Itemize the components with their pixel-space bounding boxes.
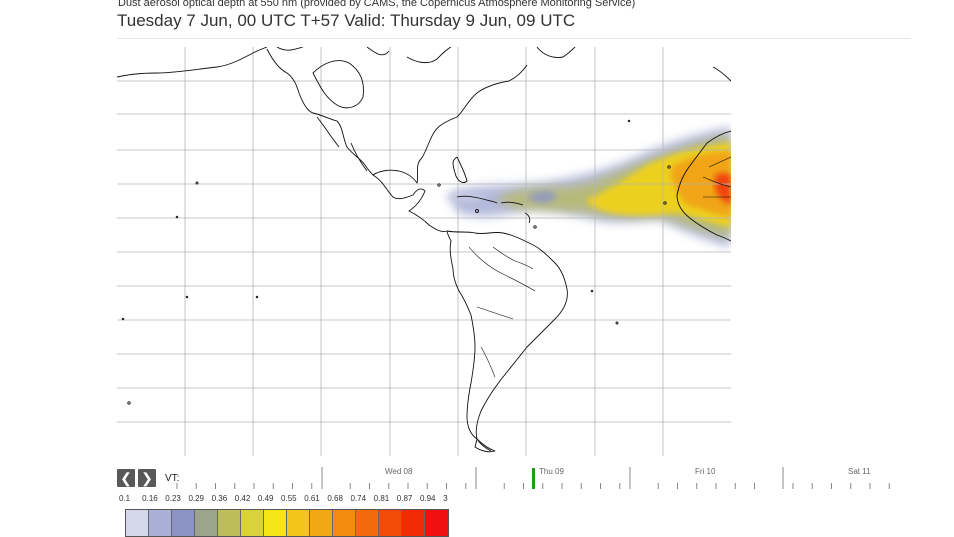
legend-swatch — [126, 510, 149, 536]
legend-value: 0.61 — [304, 494, 320, 503]
title-divider — [117, 38, 911, 39]
timeline-ticks — [176, 467, 890, 489]
time-slider[interactable]: ❮ ❯ VT: Wed 08 Thu 09 Fri 10 Sat 11 — [117, 466, 907, 492]
map-subtitle: Dust aerosol optical depth at 550 nm (pr… — [118, 0, 636, 9]
dust-map[interactable] — [117, 47, 731, 456]
legend-value: 0.23 — [165, 494, 181, 503]
legend-swatch — [264, 510, 287, 536]
coastlines — [117, 47, 731, 453]
legend-swatch — [310, 510, 333, 536]
legend-swatch — [241, 510, 264, 536]
legend-swatch — [195, 510, 218, 536]
legend-value: 0.87 — [396, 494, 413, 503]
dust-plume — [447, 127, 731, 247]
legend-value: 0.42 — [234, 494, 251, 503]
legend-value: 3 — [443, 494, 448, 503]
previous-time-button[interactable]: ❮ — [117, 469, 135, 487]
legend-swatch — [356, 510, 379, 536]
legend-value: 0.68 — [327, 494, 343, 503]
legend-swatch — [172, 510, 195, 536]
chevron-left-icon: ❮ — [120, 470, 132, 486]
current-time-marker — [532, 468, 535, 489]
vt-label: VT: — [165, 473, 180, 484]
legend-value: 0.94 — [419, 494, 436, 503]
chevron-right-icon: ❯ — [141, 470, 153, 486]
day-label-fri: Fri 10 — [695, 467, 716, 476]
legend-value: 0.81 — [373, 494, 390, 503]
legend-swatch — [379, 510, 402, 536]
map-canvas — [117, 47, 731, 456]
legend-swatch — [402, 510, 425, 536]
day-label-thu: Thu 09 — [539, 467, 564, 476]
legend-value: 0.55 — [281, 494, 297, 503]
legend-value: 0.16 — [142, 494, 158, 503]
legend-swatch — [287, 510, 310, 536]
legend-value: 0.1 — [119, 494, 131, 503]
legend-colorbar — [125, 509, 449, 537]
legend-value: 0.49 — [257, 494, 274, 503]
legend-value: 0.29 — [188, 494, 205, 503]
legend-swatch — [149, 510, 172, 536]
day-label-sat: Sat 11 — [848, 467, 871, 476]
legend-value: 0.74 — [350, 494, 367, 503]
next-time-button[interactable]: ❯ — [138, 469, 156, 487]
graticule — [117, 47, 731, 456]
day-label-wed: Wed 08 — [385, 467, 413, 476]
legend-swatch — [218, 510, 241, 536]
map-title: Tuesday 7 Jun, 00 UTC T+57 Valid: Thursd… — [117, 11, 576, 30]
legend-value: 0.36 — [211, 494, 228, 503]
legend-swatch — [333, 510, 356, 536]
legend-swatch — [425, 510, 448, 536]
